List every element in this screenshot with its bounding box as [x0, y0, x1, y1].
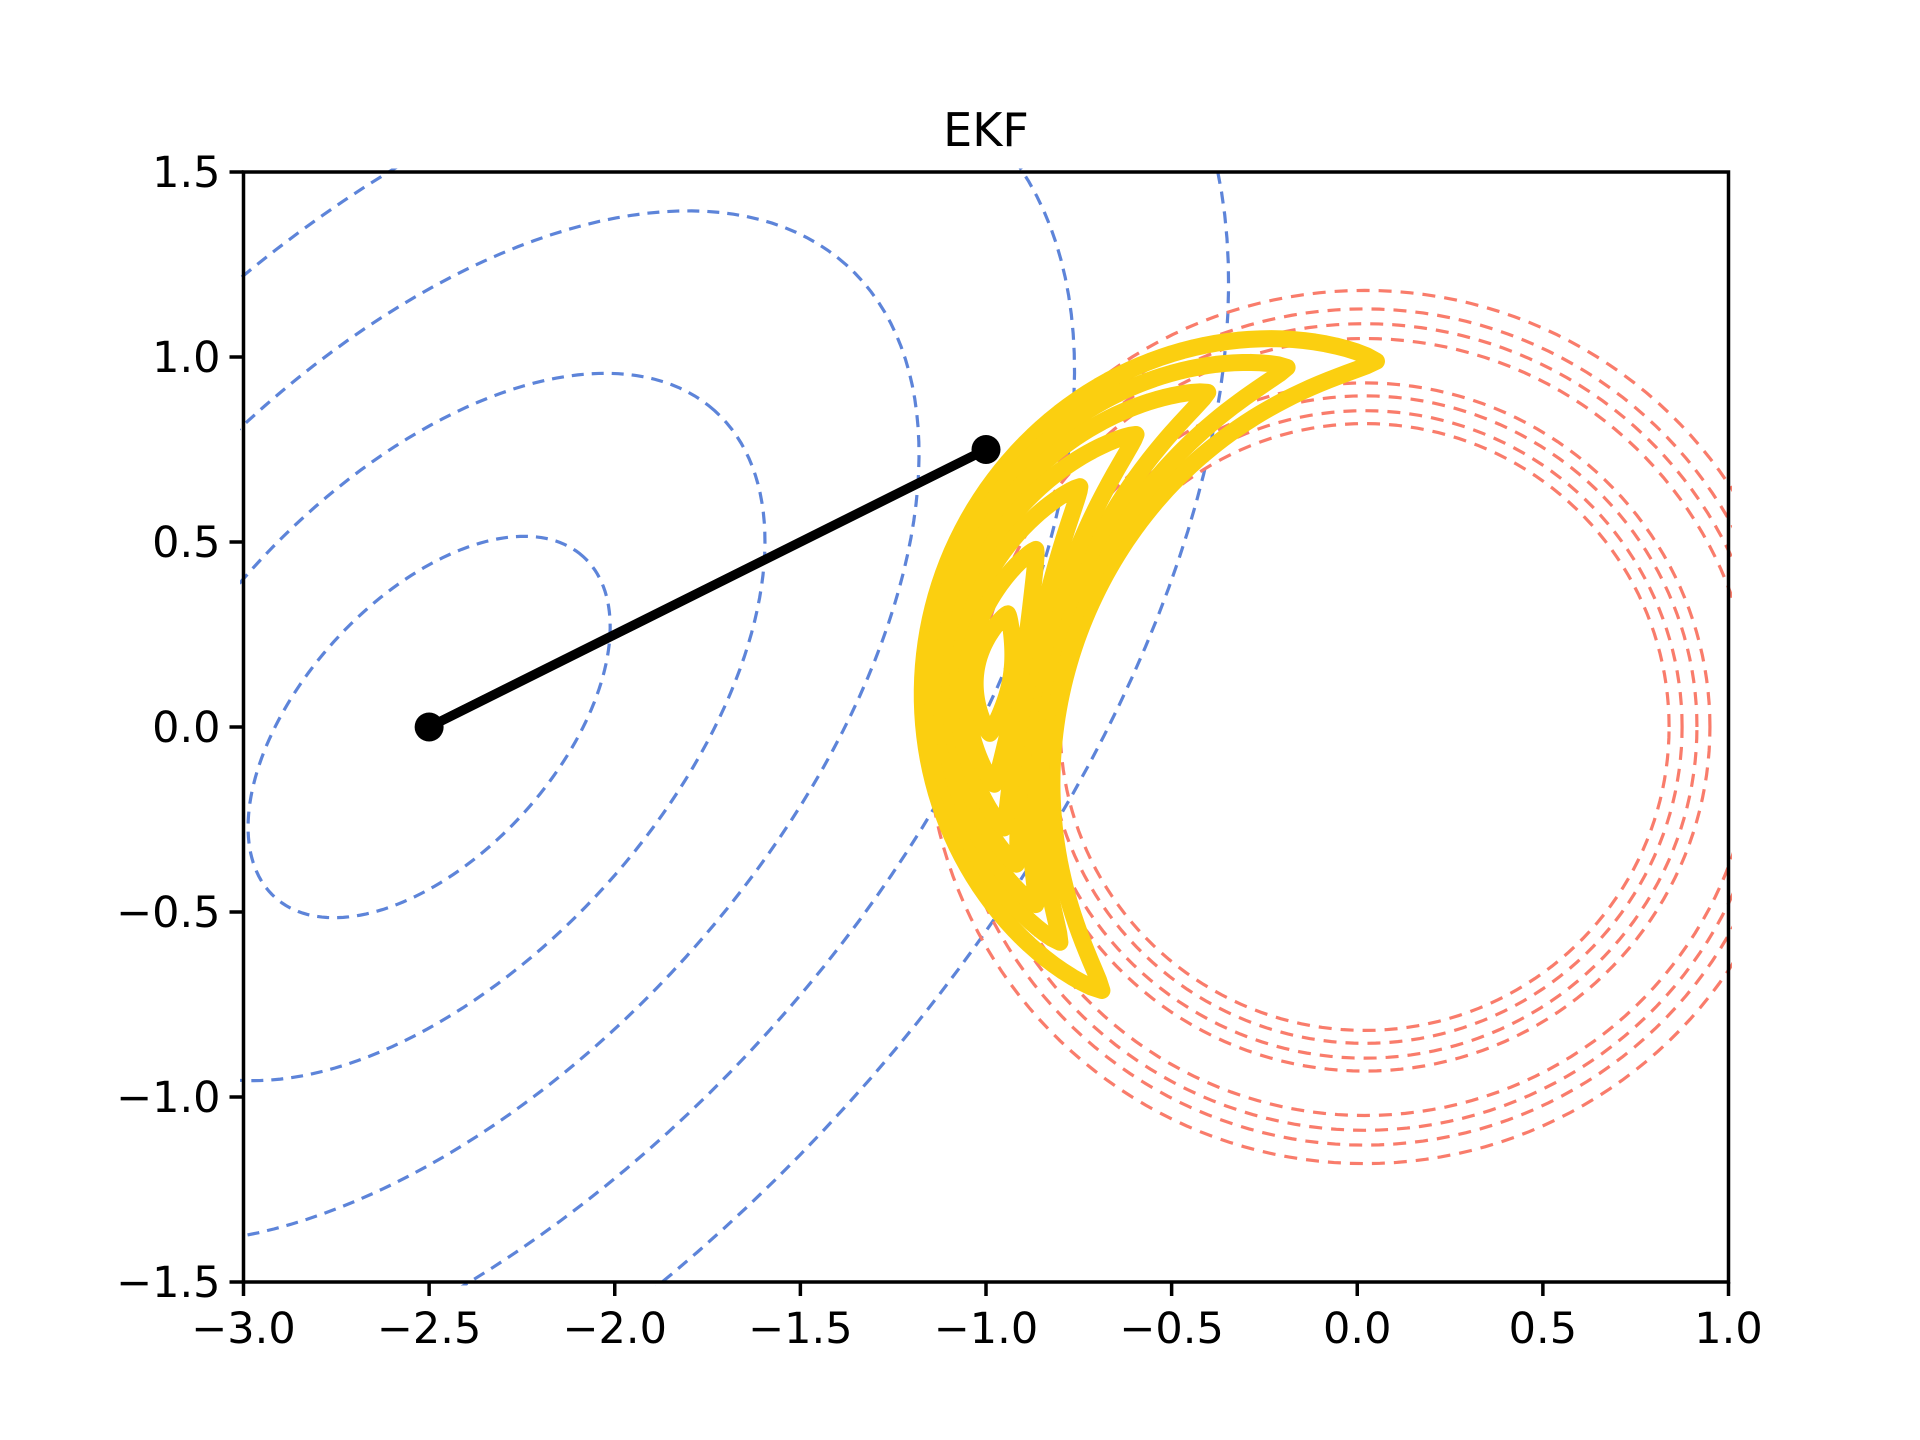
x-tick-label: 0.5: [1509, 1304, 1577, 1354]
mean-update-segment: [427, 445, 989, 732]
posterior-contour-crescent: [957, 540, 1045, 793]
prior-contour-ellipse: [240, 209, 921, 1239]
ring-contour-circle: [958, 322, 1732, 1132]
y-tick-label: 1.5: [152, 148, 220, 198]
posterior-contour-crescent: [941, 425, 1145, 873]
x-tick-label: 1.0: [1694, 1304, 1762, 1354]
prior-contour-ellipse: [246, 534, 612, 920]
chart-title: EKF: [943, 103, 1029, 157]
x-tick-label: −1.0: [934, 1304, 1038, 1354]
mean-point-marker: [414, 712, 444, 742]
x-tick-label: 0.0: [1323, 1304, 1391, 1354]
y-tick-label: 0.0: [152, 703, 220, 753]
x-tick-label: −0.5: [1119, 1304, 1223, 1354]
y-tick-label: 0.5: [152, 518, 220, 568]
x-tick-label: −1.5: [748, 1304, 852, 1354]
x-tick-label: −2.5: [377, 1304, 481, 1354]
y-tick-label: −0.5: [116, 888, 220, 938]
x-axis-tick-labels: −3.0 −2.5 −2.0 −1.5 −1.0 −0.5 0.0 0.5 1.0: [191, 1304, 1762, 1354]
mean-point-marker: [971, 435, 1001, 464]
mean-update-line: [414, 435, 1001, 742]
y-tick-label: 1.0: [152, 333, 220, 383]
posterior-contour-crescent: [932, 383, 1217, 914]
y-tick-label: −1.0: [116, 1073, 220, 1123]
axes: −3.0 −2.5 −2.0 −1.5 −1.0 −0.5 0.0 0.5 1.0 1.5 1.0…: [116, 148, 1763, 1354]
posterior-banana-contours: [913, 330, 1385, 999]
prior-contour-ellipse: [240, 168, 1077, 1286]
x-tick-label: −2.0: [563, 1304, 667, 1354]
prior-contour-ellipse: [240, 371, 767, 1083]
posterior-contour-crescent: [949, 478, 1089, 837]
x-tick-label: −3.0: [191, 1304, 295, 1354]
y-axis-ticks: [229, 170, 244, 1284]
posterior-contour-crescent: [966, 605, 1022, 742]
y-axis-tick-labels: 1.5 1.0 0.5 0.0 −0.5 −1.0 −1.5: [116, 148, 220, 1308]
prior-gaussian-contours: [240, 168, 1231, 1286]
x-axis-ticks: [241, 1282, 1731, 1296]
posterior-contour-crescent: [924, 353, 1296, 951]
posterior-contour-crescent: [913, 330, 1385, 999]
y-tick-label: −1.5: [116, 1258, 220, 1308]
